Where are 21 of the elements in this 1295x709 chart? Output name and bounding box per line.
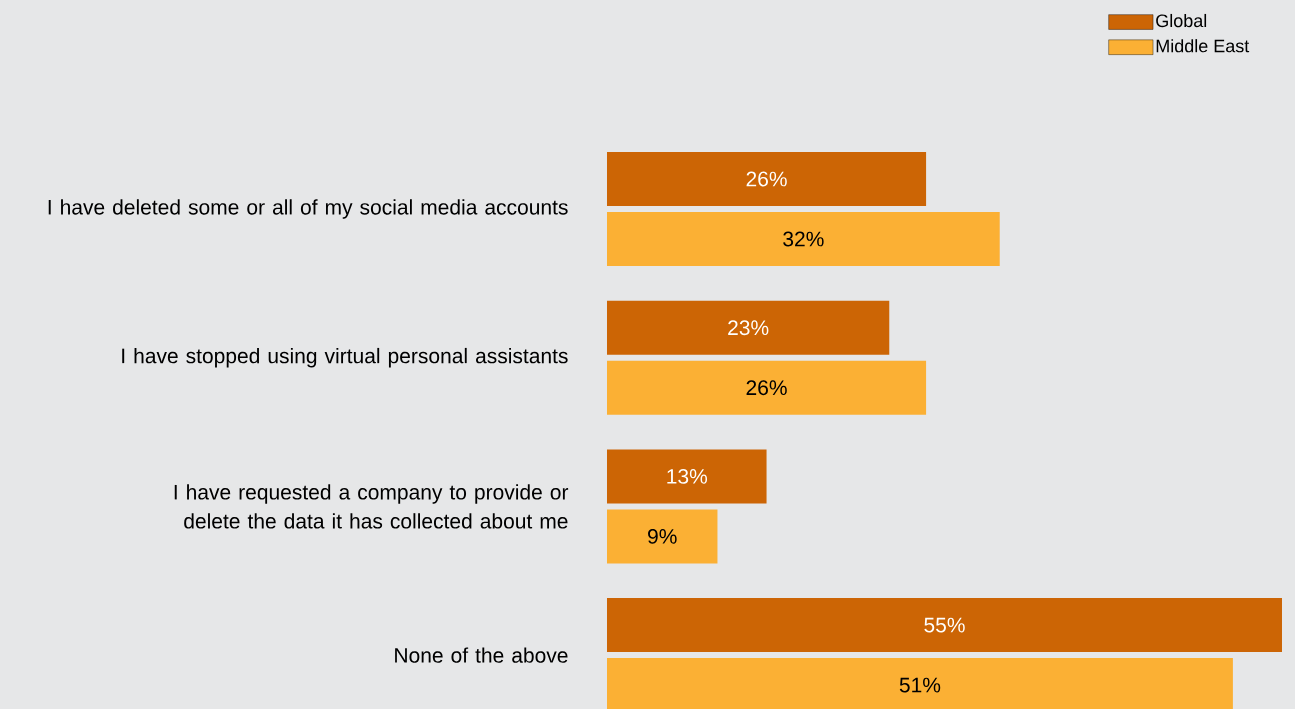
- bar: [607, 360, 927, 415]
- bar: [607, 300, 890, 355]
- bar: [607, 212, 1000, 266]
- y-tick-label: I have requested a company to provide or delete the data it has collected about me: [174, 484, 569, 529]
- data-label: 26%: [746, 171, 787, 187]
- y-tick-label: I have stopped using virtual personal assistants: [122, 347, 568, 368]
- y-tick-label: I have deleted some or all of my social media accounts: [48, 199, 568, 219]
- data-label: 51%: [899, 677, 941, 693]
- data-label: 32%: [783, 231, 824, 247]
- data-label: 26%: [746, 380, 787, 396]
- bar: [607, 449, 767, 504]
- legend-label: Global: [1156, 13, 1207, 28]
- data-label: 9%: [648, 528, 677, 544]
- legend-label: Middle East: [1156, 39, 1250, 53]
- bar: [607, 509, 718, 564]
- data-label: 55%: [924, 617, 965, 633]
- data-label: 23%: [728, 320, 769, 336]
- bar: [607, 598, 1282, 653]
- data-label: 13%: [667, 468, 708, 484]
- y-tick-label: None of the above: [395, 647, 568, 663]
- bar: [607, 152, 927, 206]
